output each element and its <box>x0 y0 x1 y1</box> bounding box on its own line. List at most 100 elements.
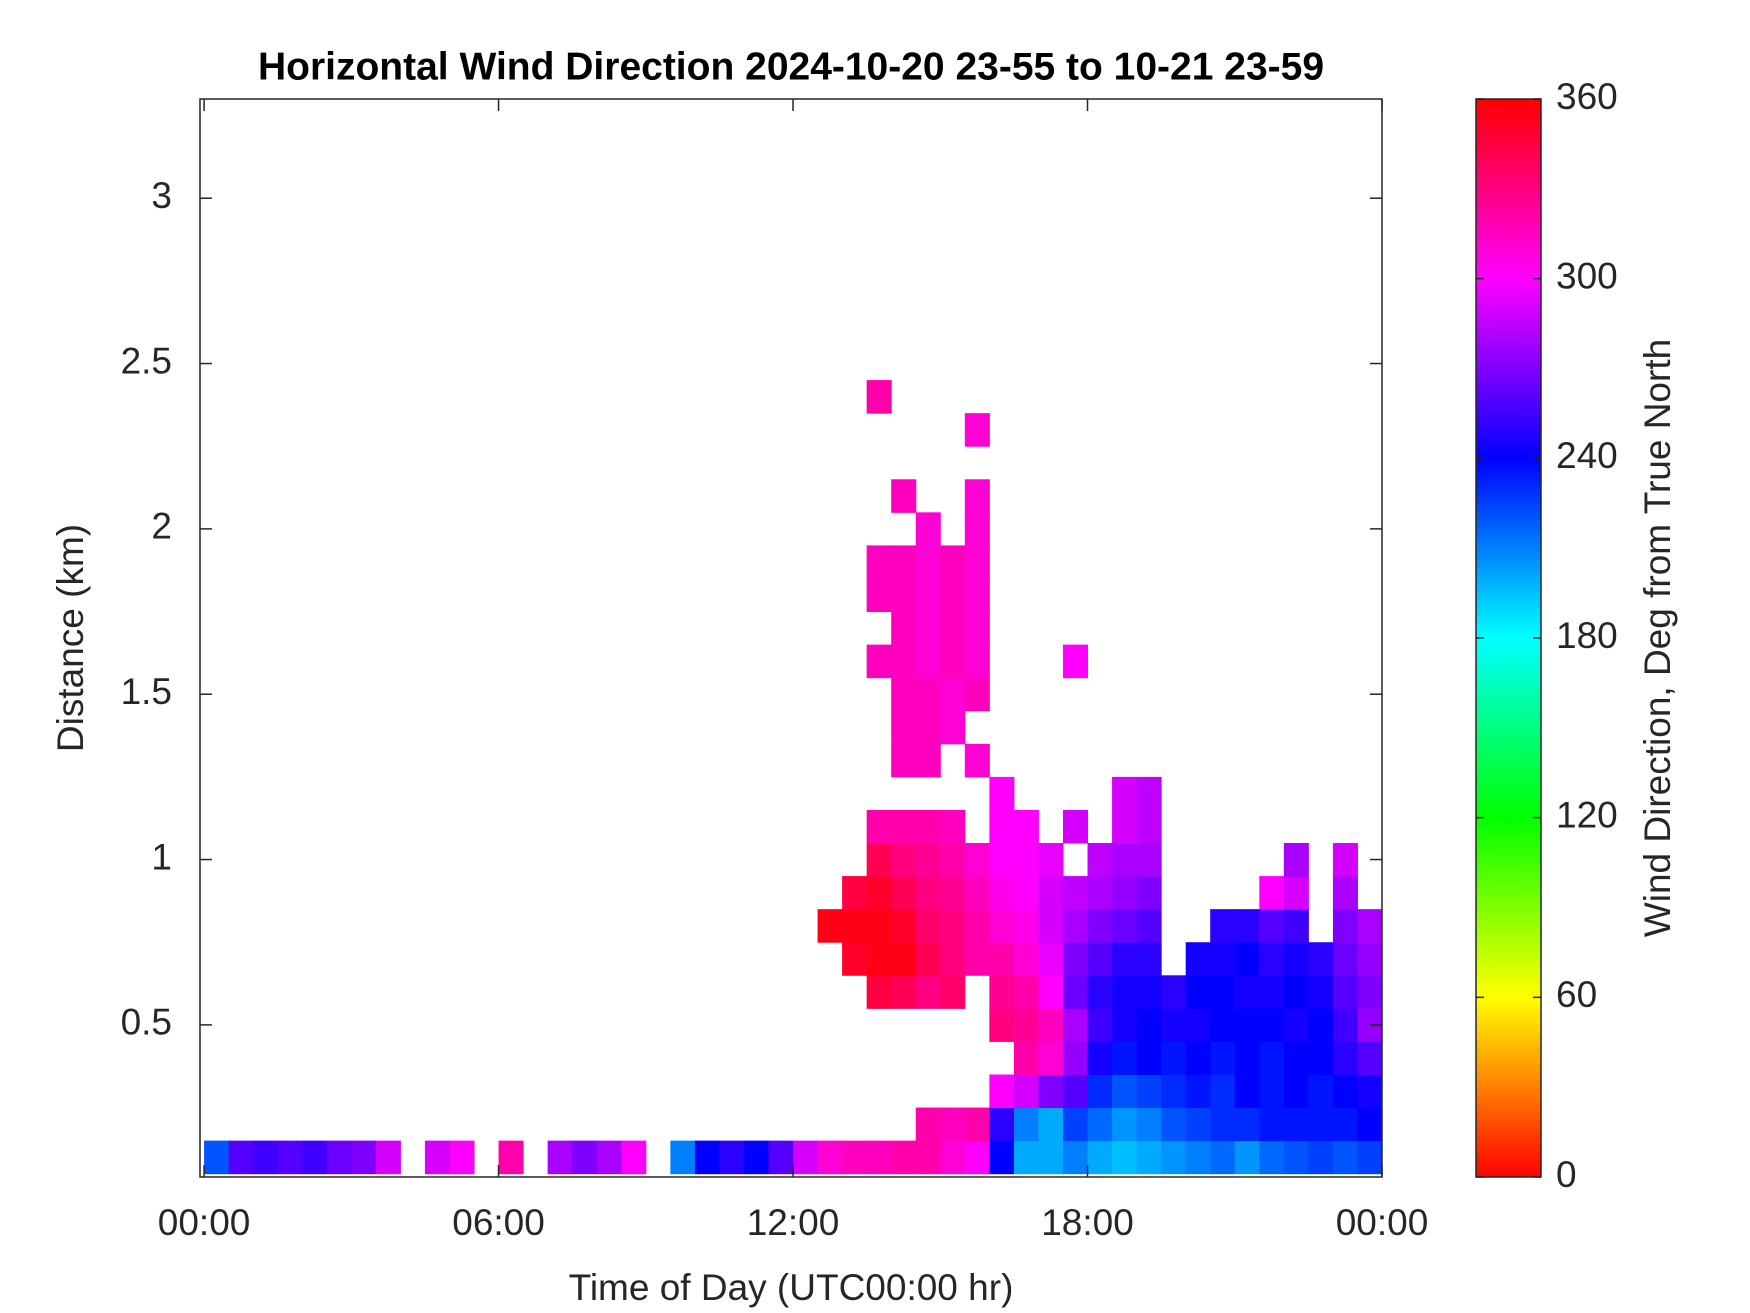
heatmap-cell <box>1161 1107 1187 1142</box>
heatmap-cell <box>989 1140 1015 1175</box>
heatmap-cell <box>866 644 892 679</box>
heatmap-cell <box>1210 1041 1236 1075</box>
heatmap-cell <box>842 1140 868 1175</box>
heatmap-cell <box>1062 909 1089 943</box>
heatmap-cell <box>891 1140 917 1175</box>
heatmap-cell <box>1087 1041 1113 1075</box>
heatmap-cell <box>940 809 966 844</box>
heatmap-cell <box>1283 876 1309 910</box>
heatmap-cell <box>1161 1041 1187 1075</box>
heatmap-cell <box>1136 975 1162 1009</box>
heatmap-cell <box>964 413 990 447</box>
heatmap-cell <box>1308 1008 1334 1042</box>
heatmap-cell <box>1038 1041 1064 1075</box>
y-tick-label: 0.5 <box>121 1002 172 1043</box>
heatmap-cell <box>1112 942 1138 976</box>
heatmap-cell <box>842 909 868 943</box>
y-tick-label: 2.5 <box>121 340 172 381</box>
heatmap-cell <box>940 545 966 579</box>
heatmap-cell <box>1332 909 1358 943</box>
heatmap-cell <box>1038 1074 1064 1109</box>
heatmap-cell <box>1332 1074 1358 1109</box>
heatmap-cell <box>1013 1008 1039 1042</box>
x-axis-label: Time of Day (UTC00:00 hr) <box>569 1267 1014 1308</box>
heatmap-cell <box>866 809 892 844</box>
heatmap-cell <box>1283 975 1309 1009</box>
heatmap-cell <box>1087 942 1113 976</box>
heatmap-cell <box>989 1107 1015 1142</box>
colorbar-label: Wind Direction, Deg from True North <box>1637 339 1678 937</box>
heatmap-cell <box>940 1107 966 1142</box>
heatmap-cell <box>915 545 941 579</box>
heatmap-cell <box>964 743 990 778</box>
heatmap-cell <box>1161 975 1187 1009</box>
heatmap-cell <box>964 843 990 877</box>
x-tick-label: 12:00 <box>747 1202 840 1243</box>
heatmap-cell <box>1112 843 1138 877</box>
heatmap-cell <box>1259 1140 1285 1175</box>
heatmap-cell <box>842 942 868 976</box>
heatmap-cell <box>449 1140 475 1175</box>
heatmap-cell <box>1185 1107 1211 1142</box>
heatmap-cell <box>866 545 892 579</box>
heatmap-cell <box>964 1107 990 1142</box>
heatmap-cell <box>1283 942 1309 976</box>
heatmap-cell <box>1185 1041 1211 1075</box>
heatmap-cell <box>1210 1140 1236 1175</box>
heatmap-cell <box>964 545 990 579</box>
heatmap-cell <box>940 710 966 745</box>
heatmap-cell <box>1185 942 1211 976</box>
heatmap-cell <box>915 512 941 546</box>
heatmap-cell <box>1038 909 1064 943</box>
heatmap-cell <box>842 876 868 910</box>
heatmap-cell <box>1062 876 1089 910</box>
heatmap-cell <box>1283 1008 1309 1042</box>
heatmap-cell <box>1283 909 1309 943</box>
heatmap-cell <box>1234 1107 1260 1142</box>
heatmap-cell <box>891 578 917 613</box>
heatmap-cell <box>891 909 917 943</box>
heatmap-cell <box>302 1140 328 1175</box>
heatmap-cell <box>891 545 917 579</box>
heatmap-cell <box>1013 1140 1039 1175</box>
heatmap-cell <box>1332 843 1358 877</box>
heatmap-cell <box>1112 809 1138 844</box>
heatmap-cell <box>1308 1107 1334 1142</box>
heatmap-cell <box>989 1008 1015 1042</box>
heatmap-cell <box>891 743 917 778</box>
heatmap-cell <box>1136 776 1162 811</box>
heatmap-cell <box>326 1140 352 1175</box>
heatmap-cell <box>1038 843 1064 877</box>
heatmap-cell <box>1259 909 1285 943</box>
heatmap-cell <box>1185 1008 1211 1042</box>
heatmap-cell <box>866 975 892 1009</box>
heatmap-cell <box>1259 942 1285 976</box>
heatmap-cell <box>940 1140 966 1175</box>
heatmap-cell <box>1112 909 1138 943</box>
heatmap-cell <box>1136 1107 1162 1142</box>
heatmap-cell <box>1062 644 1089 679</box>
heatmap-cell <box>1136 1008 1162 1042</box>
heatmap-cell <box>1112 876 1138 910</box>
colorbar <box>1475 98 1542 1178</box>
heatmap-cell <box>1038 1107 1064 1142</box>
heatmap-cell <box>719 1140 745 1175</box>
heatmap-cell <box>1112 1041 1138 1075</box>
heatmap-cell <box>989 942 1015 976</box>
heatmap-cell <box>1332 876 1358 910</box>
chart-title: Horizontal Wind Direction 2024-10-20 23-… <box>258 45 1324 88</box>
heatmap-cell <box>1013 843 1039 877</box>
heatmap-cell <box>1210 942 1236 976</box>
x-tick-label: 00:00 <box>158 1202 251 1243</box>
heatmap-cell <box>1087 1140 1113 1175</box>
heatmap-cell <box>940 942 966 976</box>
heatmap-cell <box>1038 942 1064 976</box>
heatmap-cell <box>915 809 941 844</box>
heatmap-cell <box>1357 1041 1382 1075</box>
heatmap-cell <box>1283 1074 1309 1109</box>
heatmap-cell <box>1112 975 1138 1009</box>
heatmap-cell <box>1062 1107 1089 1142</box>
colorbar-tick-label: 0 <box>1556 1154 1577 1195</box>
heatmap-cell <box>964 1140 990 1175</box>
heatmap-cell <box>1234 1041 1260 1075</box>
